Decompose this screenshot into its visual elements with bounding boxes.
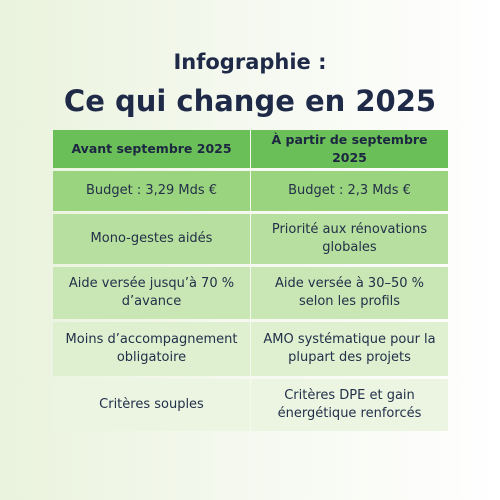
page-title: Ce qui change en 2025 (63, 84, 437, 118)
table-cell-payment-after: Aide versée à 30–50 % selon les profils (251, 267, 448, 319)
table-cell-support-before: Moins d’accompagnement obligatoire (53, 322, 250, 376)
table-cell-payment-before: Aide versée jusqu’à 70 % d’avance (53, 267, 250, 319)
table-cell-criteria-after: Critères DPE et gain énergétique renforc… (251, 379, 448, 431)
comparison-table: Avant septembre 2025 À partir de septemb… (53, 130, 448, 431)
table-cell-budget-before: Budget : 3,29 Mds € (53, 171, 250, 211)
table-cell-budget-after: Budget : 2,3 Mds € (251, 171, 448, 211)
table-cell-renovation-before: Mono-gestes aidés (53, 214, 250, 264)
table-cell-criteria-before: Critères souples (53, 379, 250, 431)
table-cell-support-after: AMO systématique pour la plupart des pro… (251, 322, 448, 376)
column-header-before: Avant septembre 2025 (53, 130, 250, 168)
column-header-after: À partir de septembre 2025 (251, 130, 448, 168)
infographic-subtitle: Infographie : (173, 50, 327, 74)
table-cell-renovation-after: Priorité aux rénovations globales (251, 214, 448, 264)
